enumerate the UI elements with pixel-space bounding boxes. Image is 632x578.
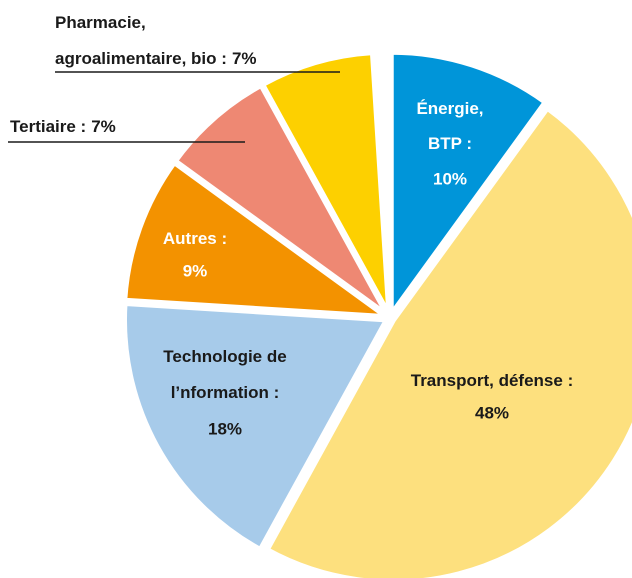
category-text: agroalimentaire, bio : <box>55 49 227 68</box>
value-label: 7% <box>91 117 116 136</box>
pie-slice <box>171 82 390 318</box>
slice-label: Technologie de <box>163 347 286 366</box>
slice-label: l’nformation : <box>171 383 280 402</box>
value-label: 9% <box>183 261 208 280</box>
value-label: 48% <box>475 403 509 422</box>
slice-label: BTP : <box>428 134 472 153</box>
slice-label: agroalimentaire, bio : 7% <box>55 49 257 68</box>
slice-label: Tertiaire : 7% <box>10 117 116 136</box>
slice-label: Énergie, <box>416 99 483 118</box>
pie-slice <box>259 50 392 316</box>
category-text: Tertiaire : <box>10 117 86 136</box>
pie-slice <box>263 104 632 578</box>
category-text: Autres : <box>163 229 227 248</box>
pie-slice <box>122 159 395 320</box>
value-label: 7% <box>232 49 257 68</box>
slice-label: Transport, défense : <box>411 371 573 390</box>
category-text: Énergie, <box>416 99 483 118</box>
category-text: l’nformation : <box>171 383 280 402</box>
category-text: Transport, défense : <box>411 371 573 390</box>
pie-slice <box>122 300 391 553</box>
pie-slice <box>388 49 549 322</box>
category-text: BTP : <box>428 134 472 153</box>
category-text: Technologie de <box>163 347 286 366</box>
value-label: 18% <box>208 419 242 438</box>
slice-label: Pharmacie, <box>55 13 146 32</box>
value-label: 10% <box>433 169 467 188</box>
category-text: Pharmacie, <box>55 13 146 32</box>
slice-label: Autres : <box>163 229 227 248</box>
